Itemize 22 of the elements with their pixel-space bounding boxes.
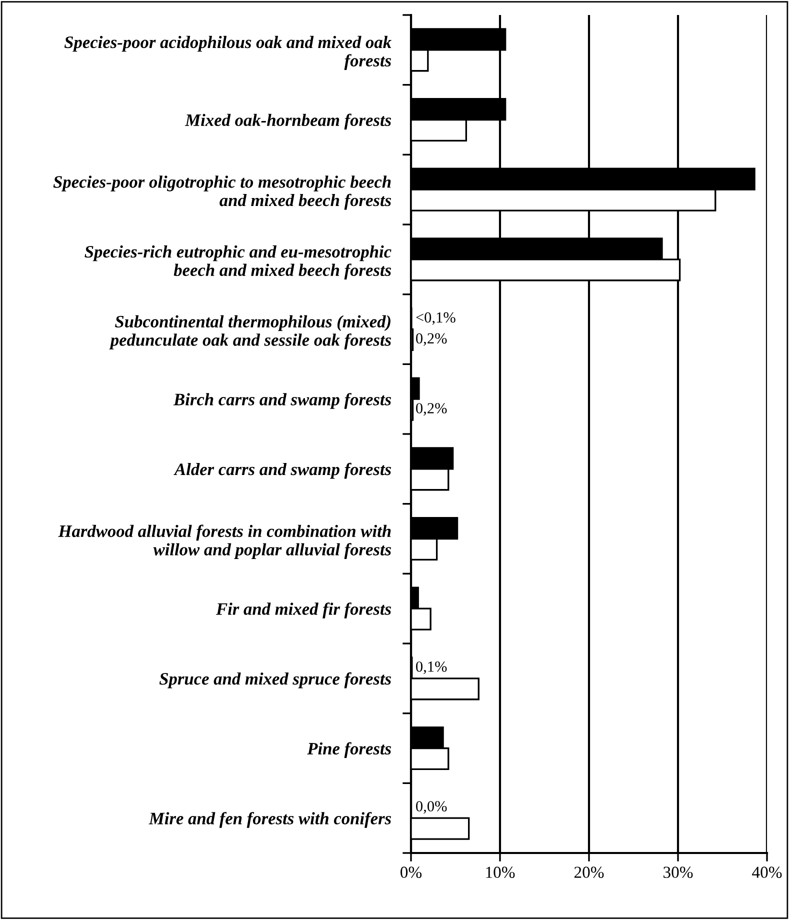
data-label: 0,1%: [416, 661, 447, 674]
y-tick-label: Fir and mixed fir forests: [216, 602, 392, 618]
y-tick-label: Species-poor oligotrophic to mesotrophic beech and mixed beech forests: [53, 176, 392, 210]
y-tick-label: Birch carrs and swamp forests: [173, 392, 392, 409]
data-label: <0,1%: [416, 312, 456, 325]
data-label: 0,2%: [416, 333, 447, 346]
x-tick-label: 10%: [486, 866, 515, 878]
x-tick-label: 30%: [664, 866, 693, 878]
y-tick-label: Subcontinental thermophilous (mixed) pedunculate oak and sessile oak forests: [109, 315, 392, 350]
data-label: 0,2%: [416, 403, 447, 416]
y-tick-label: Species-poor acidophilous oak and mixed oak forests: [64, 36, 392, 70]
y-tick-label: Hardwood alluvial forests in combination with willow and poplar alluvial forests: [58, 524, 392, 559]
x-tick-label: 40%: [752, 866, 782, 878]
x-tick-label: 20%: [574, 866, 604, 878]
y-tick-label: Spruce and mixed spruce forests: [159, 672, 392, 688]
data-label: 0,0%: [416, 801, 447, 814]
y-tick-label: Mire and fen forests with conifers: [148, 812, 392, 828]
y-tick-label: Mixed oak-hornbeam forests: [184, 114, 392, 130]
y-tick-label: Alder carrs and swamp forests: [174, 462, 392, 479]
y-tick-label: Species-rich eutrophic and eu-mesotrophic beech and mixed beech forests: [84, 245, 392, 280]
x-tick-label: 0%: [400, 866, 422, 878]
y-tick-label: Pine forests: [307, 742, 392, 758]
